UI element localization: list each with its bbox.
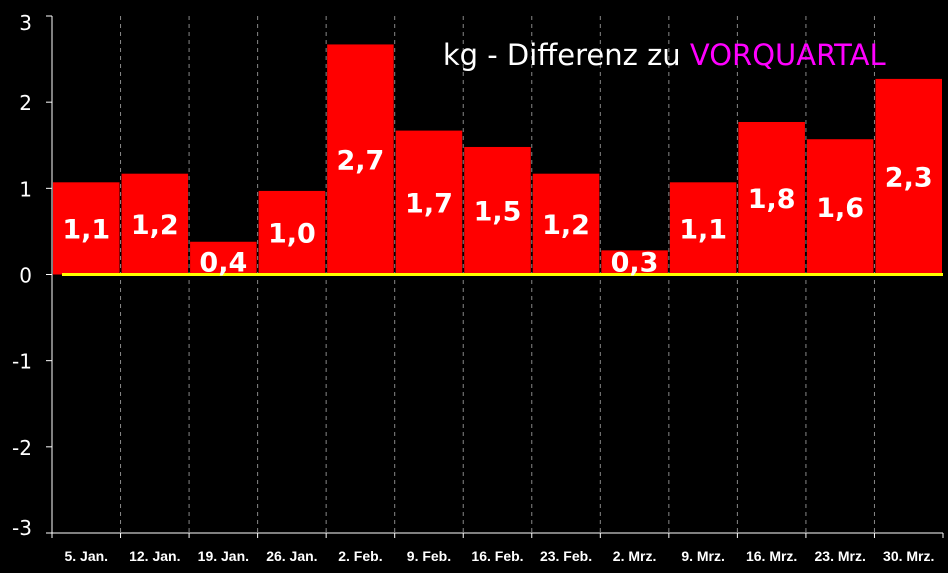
x-tick-label: 23. Mrz. — [815, 548, 866, 564]
bar — [806, 139, 874, 275]
x-tick-label: 9. Mrz. — [681, 548, 725, 564]
chart-title: kg - Differenz zu VORQUARTAL — [397, 38, 914, 72]
bar — [601, 250, 668, 275]
y-tick-label: -2 — [12, 436, 32, 460]
data-label: 1,1 — [679, 214, 727, 245]
x-tick-label: 16. Feb. — [471, 548, 523, 564]
chart-title-highlight: VORQUARTAL — [690, 38, 886, 72]
bar — [395, 130, 463, 275]
bar — [190, 241, 257, 275]
bar — [258, 190, 326, 275]
data-label: 1,0 — [268, 219, 316, 250]
data-label: 2,7 — [337, 145, 385, 176]
data-label: 1,2 — [542, 210, 590, 241]
data-label: 0,3 — [611, 248, 659, 279]
data-label: 2,3 — [885, 163, 933, 194]
y-tick-label: 2 — [19, 91, 32, 115]
data-label: 1,1 — [62, 214, 110, 245]
y-tick-label: 0 — [19, 264, 32, 288]
bar — [532, 173, 600, 275]
bars — [53, 44, 942, 275]
x-tick-label: 9. Feb. — [407, 548, 451, 564]
data-label: 1,2 — [131, 210, 179, 241]
x-tick-label: 5. Jan. — [64, 548, 108, 564]
y-tick-label: 1 — [19, 177, 32, 201]
x-tick-label: 26. Jan. — [266, 548, 317, 564]
x-tick-label: 30. Mrz. — [883, 548, 934, 564]
bar — [464, 146, 531, 275]
y-tick-label: -3 — [12, 516, 32, 540]
data-label: 1,6 — [816, 193, 864, 224]
data-label: 1,8 — [748, 184, 796, 215]
bar — [669, 182, 737, 275]
axes: 3 2 1 0 -1 -2 -3 5. Jan. 12. Jan. 19. Jan. 26. Jan… — [12, 11, 944, 564]
x-tick-label: 12. Jan. — [129, 548, 180, 564]
data-label: 0,4 — [199, 248, 247, 279]
bar — [738, 121, 805, 275]
x-tick-label: 19. Jan. — [198, 548, 249, 564]
y-tick-label: 3 — [19, 11, 32, 35]
bar — [53, 182, 120, 275]
data-labels: 1,1 1,2 0,4 1,0 2,7 1,7 1,5 1,2 0,3 1,1 1,8 1,6 2,3 — [62, 145, 932, 278]
data-label: 1,5 — [474, 197, 522, 228]
bar — [327, 44, 394, 275]
bar — [121, 173, 189, 275]
data-label: 1,7 — [405, 189, 453, 220]
x-tick-label: 16. Mrz. — [746, 548, 797, 564]
chart-title-prefix: kg - Differenz zu — [443, 38, 690, 72]
x-tick-label: 23. Feb. — [540, 548, 592, 564]
y-tick-label: -1 — [12, 350, 32, 374]
bar — [875, 78, 942, 275]
x-tick-label: 2. Feb. — [338, 548, 382, 564]
x-tick-label: 2. Mrz. — [613, 548, 657, 564]
